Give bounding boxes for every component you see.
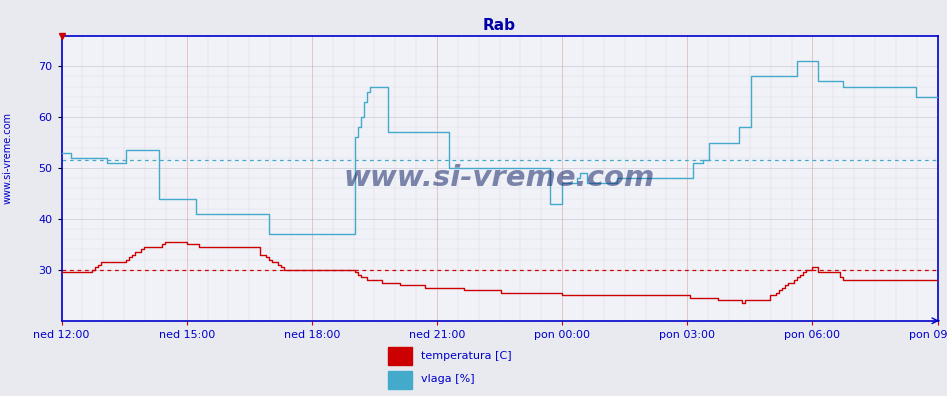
Text: www.si-vreme.com: www.si-vreme.com <box>344 164 655 192</box>
Text: temperatura [C]: temperatura [C] <box>421 350 512 361</box>
Text: vlaga [%]: vlaga [%] <box>421 374 475 385</box>
Title: Rab: Rab <box>483 18 516 33</box>
Text: www.si-vreme.com: www.si-vreme.com <box>3 112 12 204</box>
